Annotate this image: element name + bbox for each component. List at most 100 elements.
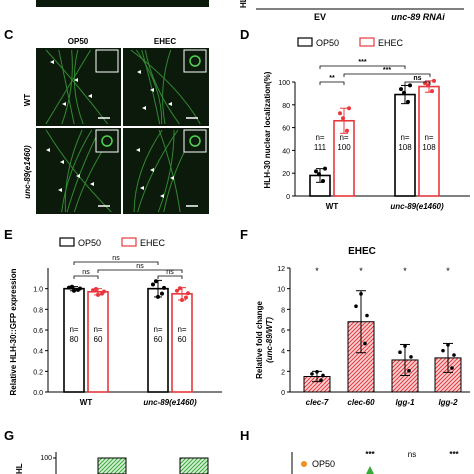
- data-point: [341, 116, 345, 121]
- data-point: [321, 373, 325, 378]
- panel-letter-h: H: [240, 428, 249, 443]
- data-point: [67, 285, 71, 290]
- legend-label-ehec-e: EHEC: [140, 238, 166, 248]
- panel-letter-d: D: [240, 27, 249, 42]
- legend-swatch-op50-e: [59, 237, 75, 247]
- data-point: [446, 343, 450, 347]
- col-label-ehec: EHEC: [154, 37, 176, 46]
- sig-bracket-e-2: [97, 269, 183, 273]
- x-group-label: WT: [80, 398, 93, 407]
- sig-star: *: [315, 266, 319, 276]
- panel-g-bar-1: [97, 457, 127, 474]
- panel-g: G HL 100: [4, 428, 209, 474]
- data-point: [96, 292, 100, 297]
- worm-stroke: [45, 49, 109, 125]
- sig-bracket-wt-ehec-mut-ehec-label: ***: [383, 67, 391, 74]
- inset-nucleus-mut-ehec: [189, 135, 201, 147]
- n-value: 60: [154, 335, 163, 344]
- sig-bracket-wt-label: **: [329, 75, 335, 82]
- data-point: [180, 298, 184, 303]
- chart-title-f: EHEC: [348, 246, 376, 257]
- arrowhead: [50, 60, 54, 64]
- x-tick-label: clec-7: [306, 398, 329, 407]
- y-tick-label: 0: [286, 194, 290, 201]
- y-tick-label: 40: [282, 148, 290, 155]
- y-axis-label-d: HLH-30 nuclear localization(%): [263, 71, 272, 188]
- data-point: [91, 288, 95, 293]
- worm-stroke: [45, 49, 92, 125]
- n-value: 108: [398, 143, 412, 152]
- worm-stroke: [45, 129, 112, 213]
- n-value: 60: [94, 335, 103, 344]
- arrowhead: [168, 102, 172, 106]
- data-point: [310, 372, 314, 376]
- data-point: [156, 294, 160, 299]
- n-value: 80: [70, 335, 79, 344]
- legend-label-op50-h: OP50: [312, 459, 335, 469]
- data-point: [432, 78, 436, 83]
- inset-mut-op50: [95, 129, 119, 153]
- n-value: 60: [178, 335, 187, 344]
- data-point: [94, 286, 98, 291]
- data-point: [398, 350, 402, 355]
- arrowhead: [74, 78, 78, 82]
- panel-h-sig-2: ns: [408, 450, 416, 459]
- data-point: [162, 285, 166, 290]
- data-point: [359, 292, 363, 296]
- y-tick-label: 0.0: [33, 390, 43, 397]
- data-point: [78, 286, 82, 291]
- sig-bracket-wt-op50-mut-op50: [319, 65, 406, 69]
- y-tick-label: 100: [278, 80, 290, 87]
- x-tick-label: lgg-2: [438, 398, 458, 407]
- inset-nucleus-mut-op50: [101, 135, 113, 147]
- worm-stroke: [133, 129, 163, 213]
- sig-bracket-e-1-label: ns: [112, 255, 120, 262]
- data-point: [408, 83, 412, 88]
- panel-g-y-prefix: HL: [15, 463, 24, 474]
- chart-f: 0 2 4 6 8 10 12 * clec-7 * clec-60 * lgg-1 * lgg-2: [277, 266, 470, 407]
- y-tick-label: 8: [281, 307, 285, 314]
- panel-g-ytick-100: 100: [40, 455, 52, 462]
- col-label-op50: OP50: [68, 37, 89, 46]
- arrowhead: [150, 88, 154, 92]
- x-group-label: WT: [326, 202, 339, 211]
- data-point: [365, 313, 369, 318]
- worm-stroke: [141, 49, 161, 125]
- legend-label-op50: OP50: [316, 38, 339, 48]
- bar: [391, 359, 419, 393]
- y-tick-label: 0.8: [33, 307, 43, 314]
- data-point: [430, 89, 434, 94]
- sig-bracket-e-3: [73, 275, 99, 279]
- panel-h-point-ehec: [366, 466, 374, 474]
- data-point: [154, 279, 158, 284]
- arrowhead: [60, 160, 64, 164]
- n-label: n=: [153, 325, 162, 334]
- panel-letter-c: C: [4, 27, 14, 42]
- data-point: [160, 291, 164, 296]
- y-axis-label-f: Relative fold change: [255, 301, 264, 379]
- sig-bracket-wt-op50-mut-op50-label: ***: [358, 59, 366, 66]
- sig-bracket-e-1: [73, 261, 159, 265]
- arrowhead: [140, 186, 144, 190]
- y-tick-label: 10: [277, 287, 285, 294]
- x-tick-label: lgg-1: [395, 398, 415, 407]
- panel-g-bar-2: [179, 457, 209, 474]
- n-label: n=: [424, 133, 433, 142]
- y-tick-label: 0: [281, 390, 285, 397]
- n-label: n=: [400, 133, 409, 142]
- data-point: [426, 83, 430, 88]
- data-point: [441, 348, 445, 353]
- legend-label-ehec: EHEC: [378, 38, 404, 48]
- n-label: n=: [69, 325, 78, 334]
- worm-stroke: [162, 49, 172, 125]
- row-label-mutant: unc-89(e1460): [23, 145, 32, 199]
- n-label: n=: [315, 133, 324, 142]
- y-tick-label: 2: [281, 369, 285, 376]
- arrowhead: [160, 194, 164, 198]
- data-point: [345, 128, 349, 133]
- data-point: [403, 344, 407, 348]
- panel-h-sig-3: ***: [449, 450, 459, 459]
- data-point: [186, 291, 190, 296]
- data-point: [450, 366, 454, 370]
